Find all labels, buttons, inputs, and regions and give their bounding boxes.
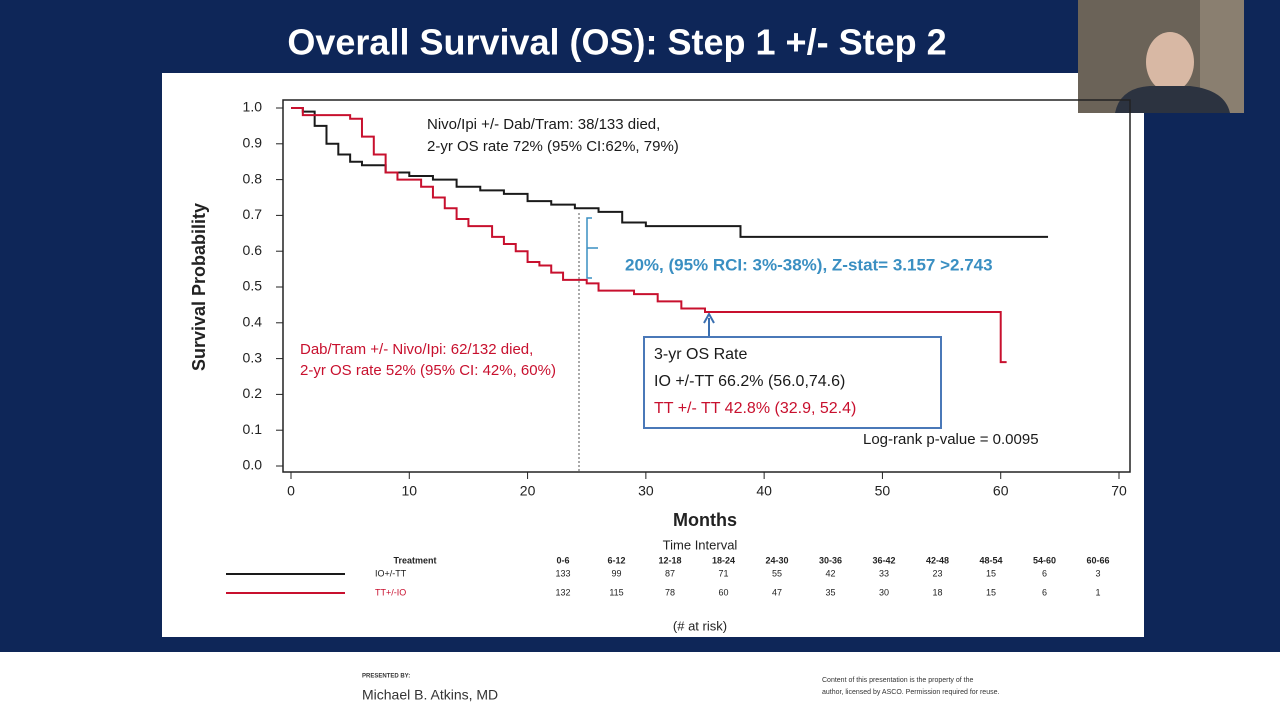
x-tick-label: 30: [638, 483, 654, 499]
at-risk-count: 87: [665, 568, 675, 578]
at-risk-count: 47: [772, 587, 782, 597]
footer-bar: [0, 652, 1280, 720]
interval-label: 6-12: [607, 555, 625, 565]
annotation: IO +/-TT 66.2% (56.0,74.6): [654, 373, 845, 390]
webcam-body: [1115, 86, 1230, 113]
interval-label: 60-66: [1086, 555, 1109, 565]
annotation: 20%, (95% RCI: 3%-38%), Z-stat= 3.157 >2…: [625, 255, 993, 274]
slide-title: Overall Survival (OS): Step 1 +/- Step 2: [287, 22, 946, 63]
annotation: 2-yr OS rate 72% (95% CI:62%, 79%): [427, 138, 679, 155]
at-risk-count: 6: [1042, 587, 1047, 597]
x-tick-label: 60: [993, 483, 1009, 499]
at-risk-count: 18: [932, 587, 942, 597]
legend-label: IO+/-TT: [375, 568, 407, 578]
at-risk-count: 132: [555, 587, 570, 597]
at-risk-count: 99: [611, 568, 621, 578]
interval-label: 48-54: [979, 555, 1002, 565]
at-risk-count: 35: [825, 587, 835, 597]
y-tick-label: 0.2: [243, 385, 263, 401]
copyright: author, licensed by ASCO. Permission req…: [822, 689, 999, 696]
y-tick-label: 0.4: [243, 314, 263, 330]
survival-curve: [291, 107, 1049, 238]
annotation: 2-yr OS rate 52% (95% CI: 42%, 60%): [300, 362, 556, 379]
interval-label: 18-24: [712, 555, 735, 565]
interval-label: 36-42: [872, 555, 895, 565]
x-axis-label: Months: [673, 510, 737, 530]
interval-label: 30-36: [819, 555, 842, 565]
at-risk-count: 115: [609, 587, 623, 597]
rate-box: [643, 336, 942, 429]
presenter: Michael B. Atkins, MD: [362, 687, 498, 703]
y-tick-label: 0.9: [243, 135, 263, 151]
at-risk-count: 15: [986, 587, 996, 597]
at-risk-count: 71: [718, 568, 728, 578]
y-tick-label: 0.6: [243, 242, 263, 258]
webcam-face: [1146, 32, 1194, 92]
y-tick-label: 0.0: [243, 457, 263, 473]
x-tick-label: 0: [287, 483, 295, 499]
plot-frame: [282, 99, 1131, 473]
annotation: 3-yr OS Rate: [654, 346, 747, 363]
y-tick-label: 0.7: [243, 206, 263, 222]
interval-label: 54-60: [1033, 555, 1056, 565]
at-risk-count: 23: [932, 568, 942, 578]
x-tick-label: 10: [401, 483, 417, 499]
annotation: TT +/- TT 42.8% (32.9, 52.4): [654, 400, 856, 417]
at-risk-count: 1: [1095, 587, 1100, 597]
annotation: Nivo/Ipi +/- Dab/Tram: 38/133 died,: [427, 116, 660, 133]
annotation: Dab/Tram +/- Nivo/Ipi: 62/132 died,: [300, 341, 533, 358]
risk-table-footer: (# at risk): [673, 618, 727, 633]
presented-by: PRESENTED BY:: [362, 674, 410, 680]
y-tick-label: 0.8: [243, 170, 263, 186]
survival-curve: [291, 107, 1007, 364]
y-tick-label: 1.0: [243, 99, 263, 115]
at-risk-count: 33: [879, 568, 889, 578]
x-tick-label: 70: [1111, 483, 1127, 499]
at-risk-count: 30: [879, 587, 889, 597]
at-risk-count: 15: [986, 568, 996, 578]
at-risk-count: 42: [825, 568, 835, 578]
legend-label: TT+/-IO: [375, 587, 406, 597]
y-axis-label: Survival Probability: [189, 203, 209, 371]
at-risk-count: 6: [1042, 568, 1047, 578]
y-tick-label: 0.1: [243, 421, 263, 437]
at-risk-count: 55: [772, 568, 782, 578]
interval-label: 24-30: [765, 555, 788, 565]
interval-label: 42-48: [926, 555, 949, 565]
risk-table-header: Treatment: [393, 555, 436, 565]
y-tick-label: 0.5: [243, 278, 263, 294]
webcam: [1078, 0, 1244, 113]
at-risk-count: 133: [555, 568, 570, 578]
arrow: [703, 311, 715, 337]
interval-label: 0-6: [556, 555, 569, 565]
risk-table-title: Time Interval: [663, 537, 738, 552]
x-tick-label: 20: [520, 483, 536, 499]
at-risk-count: 60: [718, 587, 728, 597]
at-risk-count: 78: [665, 587, 675, 597]
difference-bracket: [586, 217, 598, 279]
interval-label: 12-18: [658, 555, 681, 565]
copyright: Content of this presentation is the prop…: [822, 677, 973, 684]
x-tick-label: 40: [756, 483, 772, 499]
x-tick-label: 50: [875, 483, 891, 499]
annotation: Log-rank p-value = 0.0095: [863, 431, 1039, 448]
y-tick-label: 0.3: [243, 349, 263, 365]
at-risk-count: 3: [1095, 568, 1100, 578]
